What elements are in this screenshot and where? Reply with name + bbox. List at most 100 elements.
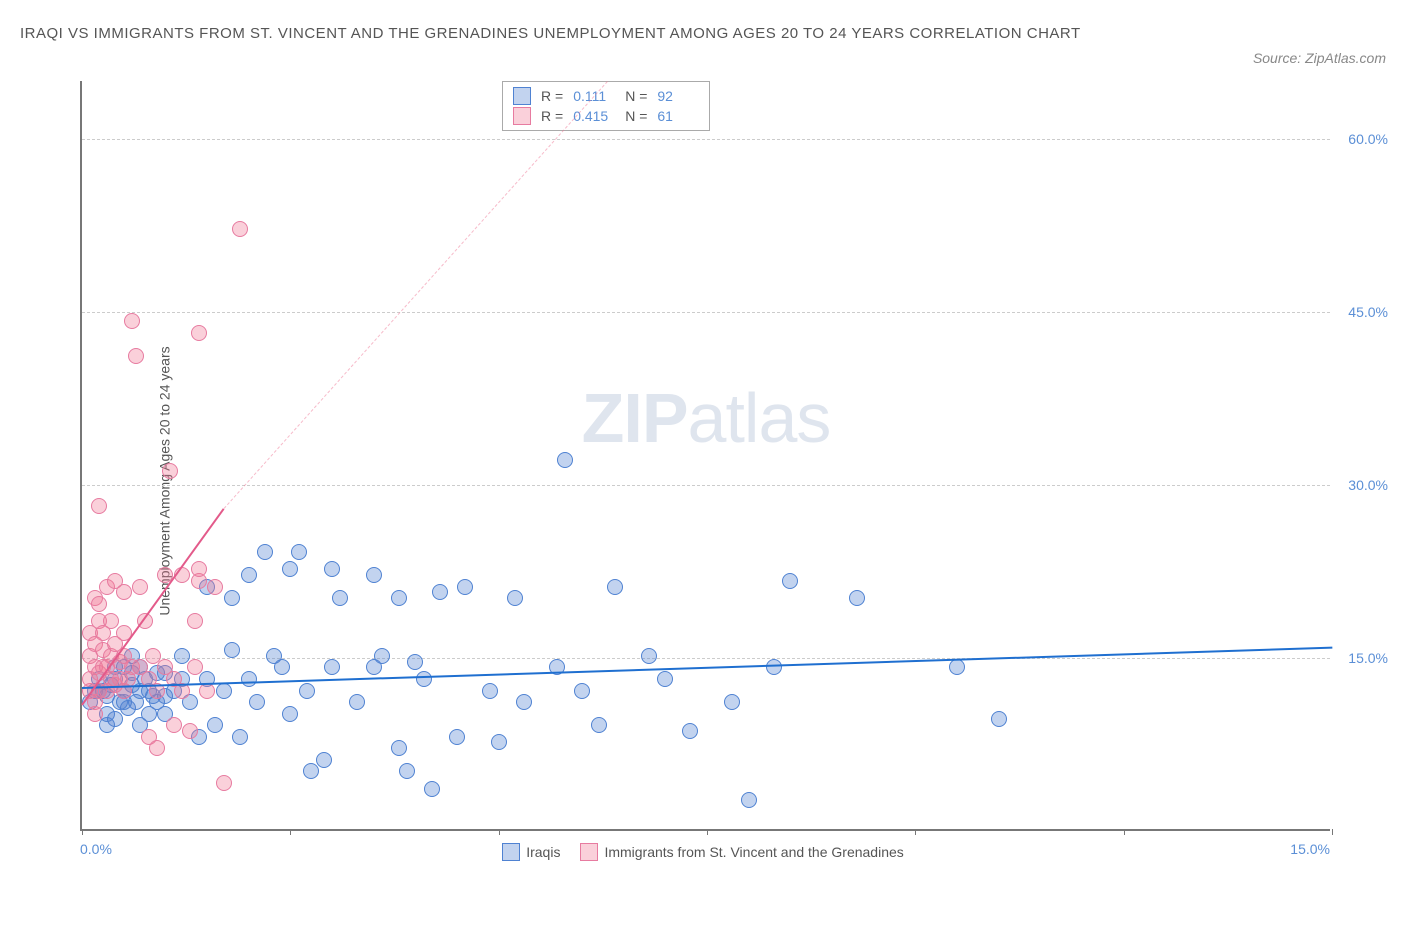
stats-row-2: R = 0.415 N = 61 [513, 106, 699, 126]
data-point [374, 648, 390, 664]
x-tick-mark [290, 829, 291, 835]
data-point [349, 694, 365, 710]
data-point [574, 683, 590, 699]
legend-item-2: Immigrants from St. Vincent and the Gren… [580, 843, 903, 861]
data-point [491, 734, 507, 750]
watermark-light: atlas [688, 379, 831, 457]
data-point [191, 325, 207, 341]
x-tick-mark [1124, 829, 1125, 835]
stat-R-label: R = [541, 88, 563, 104]
data-point [162, 463, 178, 479]
data-point [282, 706, 298, 722]
data-point [232, 221, 248, 237]
data-point [132, 579, 148, 595]
source-label: Source: ZipAtlas.com [1253, 50, 1386, 66]
data-point [482, 683, 498, 699]
data-point [332, 590, 348, 606]
data-point [232, 729, 248, 745]
data-point [849, 590, 865, 606]
swatch-series-1 [513, 87, 531, 105]
data-point [991, 711, 1007, 727]
chart-area: Unemployment Among Ages 20 to 24 years Z… [20, 71, 1386, 891]
x-tick-mark [1332, 829, 1333, 835]
data-point [724, 694, 740, 710]
data-point [224, 642, 240, 658]
stat-N-2: 61 [657, 108, 699, 124]
data-point [682, 723, 698, 739]
data-point [124, 313, 140, 329]
stats-box: R = 0.111 N = 92 R = 0.415 N = 61 [502, 81, 710, 131]
watermark-bold: ZIP [582, 379, 688, 457]
data-point [303, 763, 319, 779]
data-point [241, 671, 257, 687]
trend-extrapolation [223, 81, 607, 509]
data-point [99, 717, 115, 733]
x-tick-mark [915, 829, 916, 835]
data-point [249, 694, 265, 710]
y-tick-label: 60.0% [1338, 131, 1388, 147]
data-point [116, 584, 132, 600]
x-tick-mark [707, 829, 708, 835]
data-point [324, 659, 340, 675]
data-point [591, 717, 607, 733]
data-point [166, 717, 182, 733]
data-point [741, 792, 757, 808]
gridline [82, 139, 1330, 140]
data-point [457, 579, 473, 595]
data-point [299, 683, 315, 699]
legend-item-1: Iraqis [502, 843, 560, 861]
watermark: ZIPatlas [582, 378, 831, 458]
data-point [557, 452, 573, 468]
data-point [399, 763, 415, 779]
data-point [949, 659, 965, 675]
data-point [241, 567, 257, 583]
data-point [316, 752, 332, 768]
stat-N-label: N = [625, 88, 647, 104]
bottom-legend: Iraqis Immigrants from St. Vincent and t… [20, 843, 1386, 861]
data-point [291, 544, 307, 560]
data-point [91, 596, 107, 612]
data-point [391, 740, 407, 756]
data-point [91, 498, 107, 514]
legend-label-1: Iraqis [526, 844, 560, 860]
stats-row-1: R = 0.111 N = 92 [513, 86, 699, 106]
data-point [424, 781, 440, 797]
data-point [216, 683, 232, 699]
legend-swatch-1 [502, 843, 520, 861]
data-point [657, 671, 673, 687]
data-point [782, 573, 798, 589]
data-point [87, 706, 103, 722]
data-point [207, 579, 223, 595]
data-point [607, 579, 623, 595]
plot-region: ZIPatlas R = 0.111 N = 92 R = 0.415 N = … [80, 81, 1330, 831]
title-row: IRAQI VS IMMIGRANTS FROM ST. VINCENT AND… [20, 20, 1386, 66]
data-point [149, 740, 165, 756]
stat-N-1: 92 [657, 88, 699, 104]
stat-R-label-2: R = [541, 108, 563, 124]
data-point [416, 671, 432, 687]
legend-label-2: Immigrants from St. Vincent and the Gren… [604, 844, 903, 860]
data-point [449, 729, 465, 745]
data-point [366, 567, 382, 583]
gridline [82, 312, 1330, 313]
data-point [207, 717, 223, 733]
chart-container: IRAQI VS IMMIGRANTS FROM ST. VINCENT AND… [20, 20, 1386, 891]
legend-swatch-2 [580, 843, 598, 861]
data-point [274, 659, 290, 675]
x-tick-mark [499, 829, 500, 835]
data-point [128, 348, 144, 364]
gridline [82, 485, 1330, 486]
data-point [282, 561, 298, 577]
y-tick-label: 45.0% [1338, 304, 1388, 320]
data-point [216, 775, 232, 791]
chart-title: IRAQI VS IMMIGRANTS FROM ST. VINCENT AND… [20, 20, 1081, 49]
data-point [516, 694, 532, 710]
data-point [191, 561, 207, 577]
data-point [391, 590, 407, 606]
stat-N-label-2: N = [625, 108, 647, 124]
data-point [187, 659, 203, 675]
data-point [224, 590, 240, 606]
y-tick-label: 15.0% [1338, 650, 1388, 666]
data-point [324, 561, 340, 577]
data-point [507, 590, 523, 606]
